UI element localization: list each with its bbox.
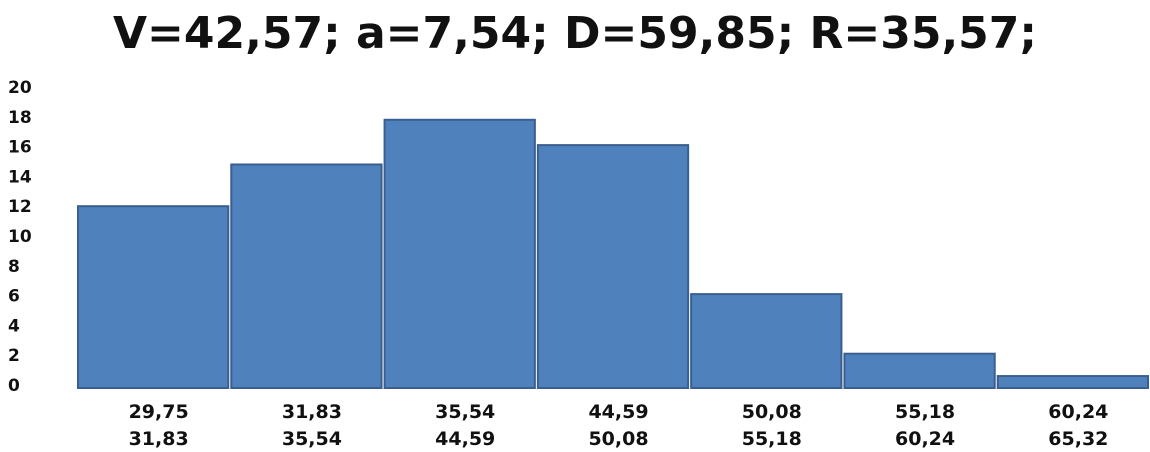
x-tick-label: 60,24: [1048, 401, 1108, 423]
chart-title: V=42,57; a=7,54; D=59,85; R=35,57;: [112, 8, 1038, 59]
y-tick-label: 4: [8, 316, 20, 336]
y-axis-ticks: 0 2 4 6 8 10 12 14 16 18 20: [8, 78, 32, 396]
y-tick-label: 2: [8, 346, 20, 366]
y-tick-label: 6: [8, 287, 20, 307]
y-tick-label: 0: [8, 376, 20, 396]
x-tick-label: 35,54: [435, 401, 495, 423]
y-tick-label: 18: [8, 108, 32, 128]
bar: [690, 293, 843, 389]
y-tick-label: 8: [8, 257, 20, 277]
x-tick-label: 65,32: [1048, 428, 1108, 450]
bar: [536, 144, 690, 389]
x-tick-label: 55,18: [742, 428, 802, 450]
y-tick-label: 16: [8, 138, 32, 158]
y-tick-label: 14: [8, 167, 32, 187]
x-tick-label: 31,83: [282, 401, 342, 423]
y-tick-label: 12: [8, 197, 32, 217]
x-axis-ticks: 29,75 31,83 31,83 35,54 35,54 44,59 44,59 50,08…: [129, 401, 1109, 450]
bar: [996, 375, 1150, 389]
y-tick-label: 20: [8, 78, 32, 98]
bar: [77, 205, 230, 389]
x-tick-label: 55,18: [895, 401, 955, 423]
bars: [77, 118, 1150, 389]
x-tick-label: 44,59: [435, 428, 495, 450]
x-tick-label: 31,83: [129, 428, 189, 450]
bar: [843, 352, 996, 389]
bar: [230, 163, 383, 389]
x-tick-label: 29,75: [129, 401, 189, 423]
bar: [383, 118, 536, 389]
y-tick-label: 10: [8, 227, 32, 247]
x-tick-label: 44,59: [588, 401, 648, 423]
x-tick-label: 50,08: [588, 428, 648, 450]
x-tick-label: 60,24: [895, 428, 955, 450]
x-tick-label: 35,54: [282, 428, 342, 450]
x-tick-label: 50,08: [742, 401, 802, 423]
